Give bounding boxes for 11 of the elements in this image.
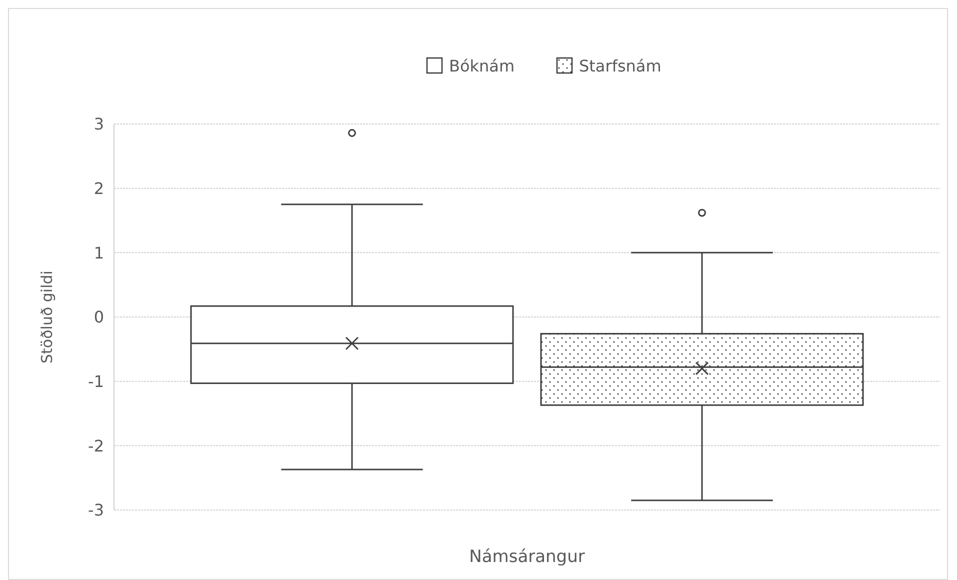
y-tick-label: -1: [88, 372, 104, 391]
y-tick-label: 2: [94, 178, 104, 198]
y-tick-label: 3: [94, 114, 104, 134]
y-axis-title: Stöðluð gildi: [38, 270, 56, 364]
y-tick-label: -2: [88, 436, 104, 456]
legend-label: Starfsnám: [579, 56, 662, 76]
x-axis-title: Námsárangur: [469, 547, 585, 567]
legend-label: Bóknám: [449, 56, 515, 76]
y-tick-label: 1: [94, 243, 104, 262]
y-tick-label: 0: [94, 308, 104, 327]
y-tick-label: -3: [88, 500, 104, 520]
